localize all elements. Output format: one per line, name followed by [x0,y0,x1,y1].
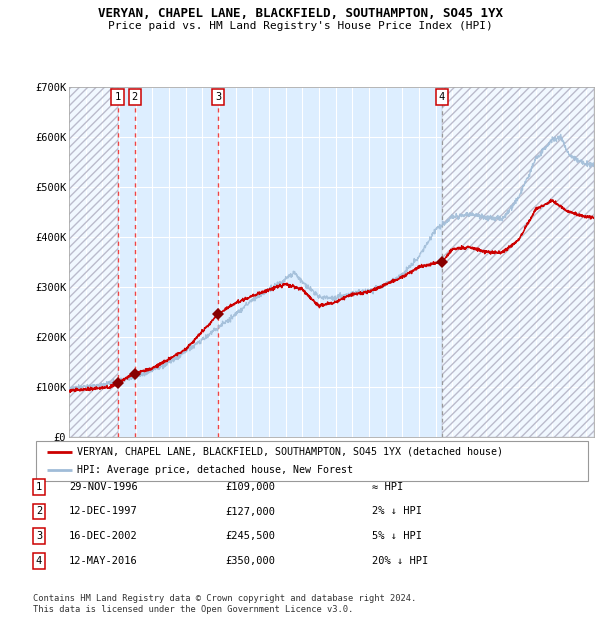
Text: £350,000: £350,000 [225,556,275,566]
Text: £109,000: £109,000 [225,482,275,492]
Bar [442,87,594,437]
Text: 20% ↓ HPI: 20% ↓ HPI [372,556,428,566]
Text: Price paid vs. HM Land Registry's House Price Index (HPI): Price paid vs. HM Land Registry's House … [107,21,493,31]
Text: 12-DEC-1997: 12-DEC-1997 [69,507,138,516]
Text: Contains HM Land Registry data © Crown copyright and database right 2024.
This d: Contains HM Land Registry data © Crown c… [33,595,416,614]
Text: 1: 1 [36,482,42,492]
Text: 2: 2 [131,92,138,102]
FancyBboxPatch shape [36,441,588,481]
Text: 1: 1 [115,92,121,102]
Text: 2% ↓ HPI: 2% ↓ HPI [372,507,422,516]
Text: 12-MAY-2016: 12-MAY-2016 [69,556,138,566]
Text: 4: 4 [36,556,42,566]
Text: 4: 4 [439,92,445,102]
Text: 29-NOV-1996: 29-NOV-1996 [69,482,138,492]
Bar [69,87,118,437]
Text: £127,000: £127,000 [225,507,275,516]
Text: VERYAN, CHAPEL LANE, BLACKFIELD, SOUTHAMPTON, SO45 1YX: VERYAN, CHAPEL LANE, BLACKFIELD, SOUTHAM… [97,7,503,20]
Text: 3: 3 [215,92,221,102]
Text: 16-DEC-2002: 16-DEC-2002 [69,531,138,541]
Text: 3: 3 [36,531,42,541]
Text: £245,500: £245,500 [225,531,275,541]
Text: 2: 2 [36,507,42,516]
Text: HPI: Average price, detached house, New Forest: HPI: Average price, detached house, New … [77,465,353,475]
Text: VERYAN, CHAPEL LANE, BLACKFIELD, SOUTHAMPTON, SO45 1YX (detached house): VERYAN, CHAPEL LANE, BLACKFIELD, SOUTHAM… [77,447,503,457]
Bar [69,87,118,437]
Bar [442,87,594,437]
Text: ≈ HPI: ≈ HPI [372,482,403,492]
Text: 5% ↓ HPI: 5% ↓ HPI [372,531,422,541]
